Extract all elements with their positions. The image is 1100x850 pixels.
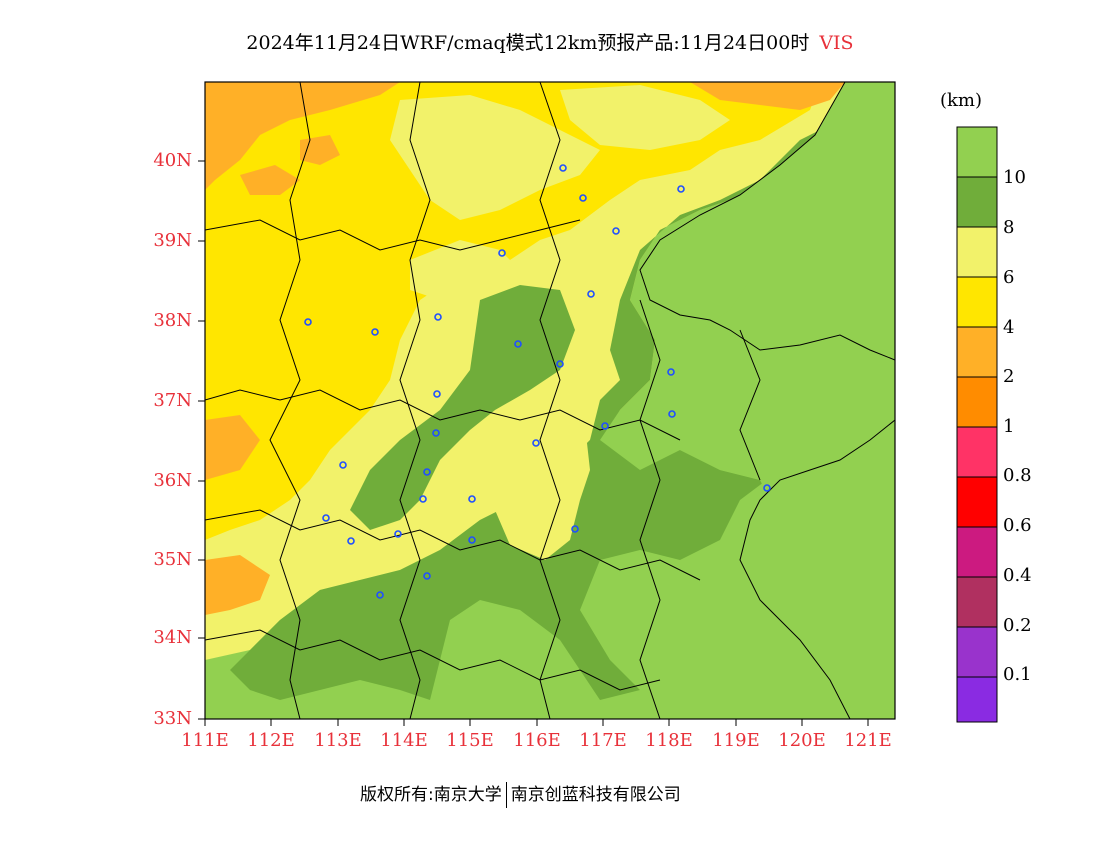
lon-label: 119E: [712, 730, 760, 751]
map-title: 2024年11月24日WRF/cmaq模式12km预报产品:11月24日00时 V…: [0, 28, 1100, 55]
lon-label: 114E: [380, 730, 428, 751]
border-lines: [205, 82, 895, 719]
lat-label: 35N: [153, 549, 192, 570]
copyright-footer: 版权所有:南京大学 南京创蓝科技有限公司: [360, 780, 681, 808]
footer-separator: [505, 782, 507, 808]
lat-label: 37N: [153, 390, 192, 411]
lon-label: 121E: [844, 730, 892, 751]
lon-label: 111E: [181, 730, 229, 751]
lat-label: 40N: [153, 150, 192, 171]
colorbar-label: 2: [1003, 366, 1015, 387]
colorbar: [956, 126, 998, 723]
footer-right: 南京创蓝科技有限公司: [510, 785, 681, 805]
colorbar-label: 6: [1003, 267, 1015, 288]
colorbar-swatch-min: [956, 676, 998, 723]
lat-label: 39N: [153, 230, 192, 251]
lat-label: 34N: [153, 627, 192, 648]
colorbar-swatch-0.1: [956, 626, 998, 678]
colorbar-swatch-8: [956, 176, 998, 228]
colorbar-swatch-0.2: [956, 576, 998, 628]
lon-label: 117E: [579, 730, 627, 751]
colorbar-swatch-0.4: [956, 526, 998, 578]
lon-label: 116E: [513, 730, 561, 751]
axis-ticks: [198, 160, 869, 726]
colorbar-swatch-2: [956, 326, 998, 378]
lon-label: 120E: [778, 730, 826, 751]
colorbar-swatch-1: [956, 376, 998, 428]
colorbar-swatch-10plus: [956, 126, 998, 178]
footer-left: 版权所有:南京大学: [360, 785, 502, 805]
colorbar-label: 0.1: [1003, 664, 1032, 685]
title-variable: VIS: [819, 32, 854, 54]
colorbar-swatch-6: [956, 226, 998, 278]
lat-label: 36N: [153, 470, 192, 491]
colorbar-unit: (km): [940, 90, 983, 111]
colorbar-label: 10: [1003, 167, 1026, 188]
colorbar-swatch-0.8: [956, 426, 998, 478]
colorbar-label: 0.4: [1003, 565, 1032, 586]
city-markers: [304, 164, 771, 599]
colorbar-label: 0.6: [1003, 515, 1032, 536]
colorbar-swatch-4: [956, 276, 998, 328]
colorbar-label: 1: [1003, 416, 1015, 437]
lon-label: 112E: [247, 730, 295, 751]
lon-label: 118E: [645, 730, 693, 751]
colorbar-label: 8: [1003, 217, 1015, 238]
colorbar-label: 0.8: [1003, 465, 1032, 486]
lat-label: 33N: [153, 708, 192, 729]
lon-label: 113E: [314, 730, 362, 751]
lon-label: 115E: [446, 730, 494, 751]
title-text: 2024年11月24日WRF/cmaq模式12km预报产品:11月24日00时: [246, 32, 810, 54]
colorbar-label: 4: [1003, 317, 1015, 338]
lat-label: 38N: [153, 310, 192, 331]
colorbar-swatch-0.6: [956, 476, 998, 528]
map-field: [205, 82, 895, 719]
colorbar-label: 0.2: [1003, 615, 1032, 636]
